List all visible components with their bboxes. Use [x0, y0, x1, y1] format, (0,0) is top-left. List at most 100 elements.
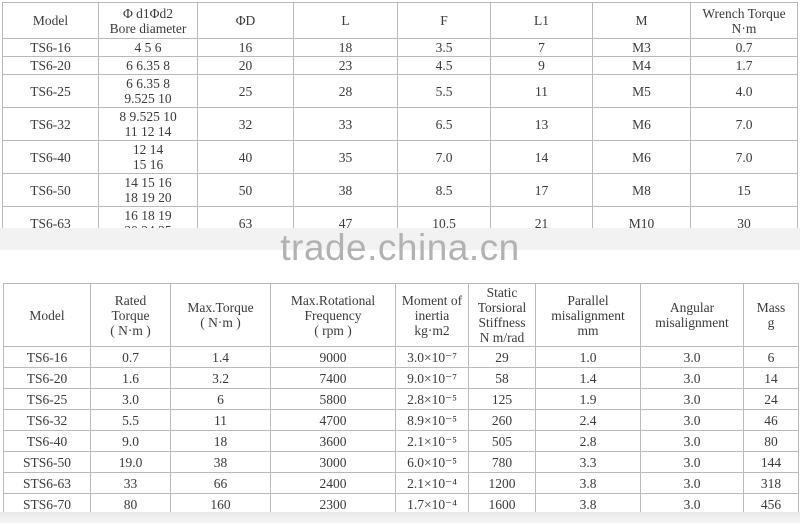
cell-angular-misalignment: 3.0 [640, 409, 744, 431]
cell-model: TS6-25 [2, 74, 99, 108]
cell-length: 18 [293, 38, 398, 57]
cell-max-torque: 38 [170, 451, 271, 473]
cell-model: TS6-32 [2, 107, 99, 141]
cell-parallel-misalignment: 3.3 [535, 451, 641, 473]
cell-l1: 14 [490, 140, 593, 174]
cell-f: 6.5 [397, 107, 491, 141]
cell-max-rotational-frequency: 3000 [270, 451, 396, 473]
cell-m: M3 [592, 38, 691, 57]
cell-rated-torque: 33 [90, 472, 171, 494]
column-header-rated-torque: Rated Torque ( N·m ) [90, 283, 171, 347]
cell-max-torque: 6 [170, 388, 271, 410]
table-row: STS6-70 80 160 2300 1.7×10⁻⁴ 1600 3.8 3.… [3, 493, 799, 515]
cell-model: STS6-50 [3, 451, 91, 473]
cell-m: M5 [592, 74, 691, 108]
cell-static-torsional-stiffness: 58 [468, 367, 536, 389]
cell-mass: 6 [743, 346, 799, 368]
column-header-bore-diameter: Φ d1Φd2 Bore diameter [98, 2, 198, 39]
cell-model: TS6-25 [3, 388, 91, 410]
cell-rated-torque: 0.7 [90, 346, 171, 368]
cell-wrench-torque: 15 [690, 173, 798, 207]
dimensions-table: Model Φ d1Φd2 Bore diameter ΦD L F L1 M … [2, 2, 798, 240]
cell-max-torque: 11 [170, 409, 271, 431]
column-header-outer-diameter: ΦD [197, 2, 294, 39]
cell-outer-diameter: 32 [197, 107, 294, 141]
cell-moment-of-inertia: 2.1×10⁻⁵ [395, 430, 469, 452]
cell-angular-misalignment: 3.0 [640, 451, 744, 473]
cell-model: TS6-40 [3, 430, 91, 452]
column-header-max-rotational-frequency: Max.Rotational Frequency ( rpm ) [270, 283, 396, 347]
cell-length: 35 [293, 140, 398, 174]
cell-model: TS6-50 [2, 173, 99, 207]
cell-length: 23 [293, 56, 398, 75]
cell-length: 33 [293, 107, 398, 141]
cell-max-torque: 3.2 [170, 367, 271, 389]
cell-static-torsional-stiffness: 29 [468, 346, 536, 368]
watermark: trade.china.cn [280, 227, 520, 268]
table-row: TS6-32 8 9.525 10 11 12 14 32 33 6.5 13 … [2, 107, 798, 141]
cell-length: 28 [293, 74, 398, 108]
cell-m: M6 [592, 140, 691, 174]
cell-max-torque: 18 [170, 430, 271, 452]
watermark-band [0, 228, 800, 250]
column-header-model: Model [3, 283, 91, 347]
cell-max-rotational-frequency: 3600 [270, 430, 396, 452]
cell-l1: 17 [490, 173, 593, 207]
table-header-row: Model Φ d1Φd2 Bore diameter ΦD L F L1 M … [2, 2, 798, 39]
cell-parallel-misalignment: 2.4 [535, 409, 641, 431]
table-row: STS6-50 19.0 38 3000 6.0×10⁻⁵ 780 3.3 3.… [3, 451, 799, 473]
cell-model: TS6-16 [2, 38, 99, 57]
cell-parallel-misalignment: 3.8 [535, 472, 641, 494]
cell-moment-of-inertia: 8.9×10⁻⁵ [395, 409, 469, 431]
column-header-static-torsional-stiffness: Static Torsioral Stiffness N m/rad [468, 283, 536, 347]
column-header-l1: L1 [490, 2, 593, 39]
cell-moment-of-inertia: 9.0×10⁻⁷ [395, 367, 469, 389]
cell-outer-diameter: 20 [197, 56, 294, 75]
cell-outer-diameter: 40 [197, 140, 294, 174]
cell-moment-of-inertia: 3.0×10⁻⁷ [395, 346, 469, 368]
table-row: TS6-50 14 15 16 18 19 20 50 38 8.5 17 M8… [2, 173, 798, 207]
cell-static-torsional-stiffness: 1200 [468, 472, 536, 494]
column-header-max-torque: Max.Torque ( N·m ) [170, 283, 271, 347]
cell-wrench-torque: 0.7 [690, 38, 798, 57]
cell-mass: 80 [743, 430, 799, 452]
performance-table: Model Rated Torque ( N·m ) Max.Torque ( … [3, 283, 799, 515]
cell-f: 7.0 [397, 140, 491, 174]
cell-outer-diameter: 50 [197, 173, 294, 207]
cell-bore-diameter: 6 6.35 8 [98, 56, 198, 75]
cell-model: STS6-63 [3, 472, 91, 494]
cropped-row-strip [0, 512, 800, 523]
cell-angular-misalignment: 3.0 [640, 472, 744, 494]
column-header-length: L [293, 2, 398, 39]
cell-parallel-misalignment: 2.8 [535, 430, 641, 452]
cell-l1: 13 [490, 107, 593, 141]
column-header-moment-of-inertia: Moment of inertia kg·m2 [395, 283, 469, 347]
cell-bore-diameter: 4 5 6 [98, 38, 198, 57]
column-header-model: Model [2, 2, 99, 39]
cell-model: TS6-40 [2, 140, 99, 174]
table-row: TS6-20 6 6.35 8 20 23 4.5 9 M4 1.7 [2, 56, 798, 75]
cell-moment-of-inertia: 2.1×10⁻⁴ [395, 472, 469, 494]
cell-rated-torque: 5.5 [90, 409, 171, 431]
cell-angular-misalignment: 3.0 [640, 430, 744, 452]
cell-wrench-torque: 7.0 [690, 107, 798, 141]
cell-model: TS6-20 [2, 56, 99, 75]
cell-rated-torque: 9.0 [90, 430, 171, 452]
cell-rated-torque: 3.0 [90, 388, 171, 410]
cell-m: M6 [592, 107, 691, 141]
cell-bore-diameter: 8 9.525 10 11 12 14 [98, 107, 198, 141]
cell-mass: 318 [743, 472, 799, 494]
cell-model: TS6-20 [3, 367, 91, 389]
cell-f: 8.5 [397, 173, 491, 207]
cell-m: M8 [592, 173, 691, 207]
table-row: STS6-63 33 66 2400 2.1×10⁻⁴ 1200 3.8 3.0… [3, 472, 799, 494]
table-row: TS6-25 3.0 6 5800 2.8×10⁻⁵ 125 1.9 3.0 2… [3, 388, 799, 410]
cell-wrench-torque: 7.0 [690, 140, 798, 174]
cell-max-rotational-frequency: 5800 [270, 388, 396, 410]
cell-model: TS6-16 [3, 346, 91, 368]
table-row: TS6-25 6 6.35 8 9.525 10 25 28 5.5 11 M5… [2, 74, 798, 108]
cell-max-rotational-frequency: 7400 [270, 367, 396, 389]
cell-mass: 46 [743, 409, 799, 431]
cell-wrench-torque: 1.7 [690, 56, 798, 75]
